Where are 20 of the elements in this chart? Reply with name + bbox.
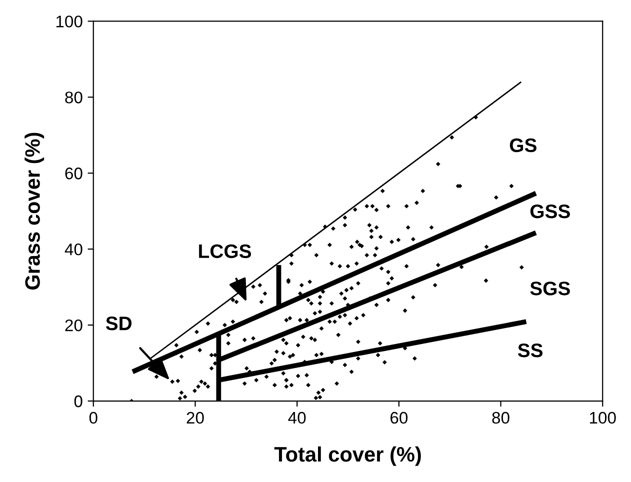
x-tick-label: 80 <box>492 412 510 424</box>
annotation: SS <box>518 343 543 358</box>
x-tick-label: 40 <box>288 412 306 424</box>
y-tick-label: 20 <box>65 319 82 332</box>
annotation: GS <box>510 138 536 152</box>
annotation: LCGS <box>199 244 252 258</box>
y-tick-label: 80 <box>65 92 82 104</box>
x-tick-label: 0 <box>89 412 98 424</box>
x-tick-label: 20 <box>186 412 204 424</box>
x-axis-title: Total cover (%) <box>274 446 421 466</box>
y-tick-label: 100 <box>56 16 82 28</box>
y-tick-label: 40 <box>64 244 82 256</box>
x-tick-label: 100 <box>590 412 616 424</box>
annotation: SD <box>106 316 132 330</box>
x-tick-label: 60 <box>390 412 408 424</box>
annotation: SGS <box>530 282 570 296</box>
annotation: GSS <box>530 204 570 218</box>
y-tick-label: 0 <box>74 395 82 408</box>
y-tick-label: 60 <box>65 168 82 180</box>
y-axis-title: Grass cover (%) <box>24 132 44 290</box>
